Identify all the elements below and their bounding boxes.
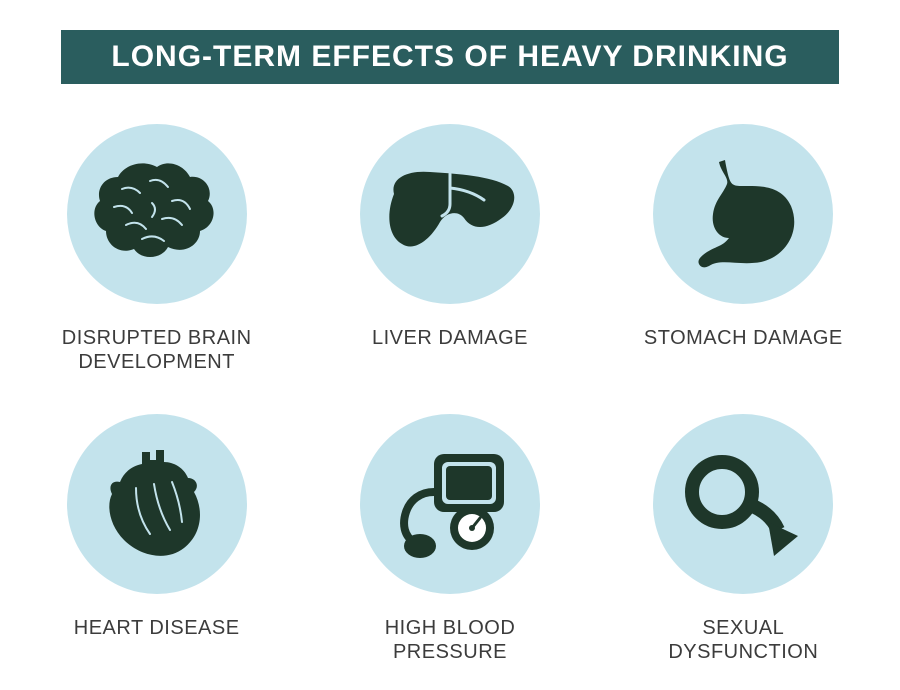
blood-pressure-icon bbox=[380, 444, 520, 564]
label-sd: SEXUAL DYSFUNCTION bbox=[633, 616, 853, 664]
item-bp: HIGH BLOOD PRESSURE bbox=[333, 414, 566, 664]
label-heart: HEART DISEASE bbox=[74, 616, 240, 640]
item-heart: HEART DISEASE bbox=[40, 414, 273, 664]
circle-liver bbox=[360, 124, 540, 304]
circle-heart bbox=[67, 414, 247, 594]
sexual-dysfunction-icon bbox=[678, 444, 808, 564]
label-brain: DISRUPTED BRAIN DEVELOPMENT bbox=[47, 326, 267, 374]
stomach-icon bbox=[683, 154, 803, 274]
liver-icon bbox=[380, 164, 520, 264]
circle-stomach bbox=[653, 124, 833, 304]
item-sd: SEXUAL DYSFUNCTION bbox=[627, 414, 860, 664]
page-title: LONG-TERM EFFECTS OF HEAVY DRINKING bbox=[61, 30, 838, 84]
heart-icon bbox=[102, 444, 212, 564]
item-stomach: STOMACH DAMAGE bbox=[627, 124, 860, 374]
infographic-grid: DISRUPTED BRAIN DEVELOPMENT LIVER DAMAGE… bbox=[40, 124, 860, 664]
label-liver: LIVER DAMAGE bbox=[372, 326, 528, 350]
label-bp: HIGH BLOOD PRESSURE bbox=[340, 616, 560, 664]
circle-bp bbox=[360, 414, 540, 594]
circle-brain bbox=[67, 124, 247, 304]
item-liver: LIVER DAMAGE bbox=[333, 124, 566, 374]
brain-icon bbox=[92, 159, 222, 269]
label-stomach: STOMACH DAMAGE bbox=[644, 326, 843, 350]
item-brain: DISRUPTED BRAIN DEVELOPMENT bbox=[40, 124, 273, 374]
circle-sd bbox=[653, 414, 833, 594]
